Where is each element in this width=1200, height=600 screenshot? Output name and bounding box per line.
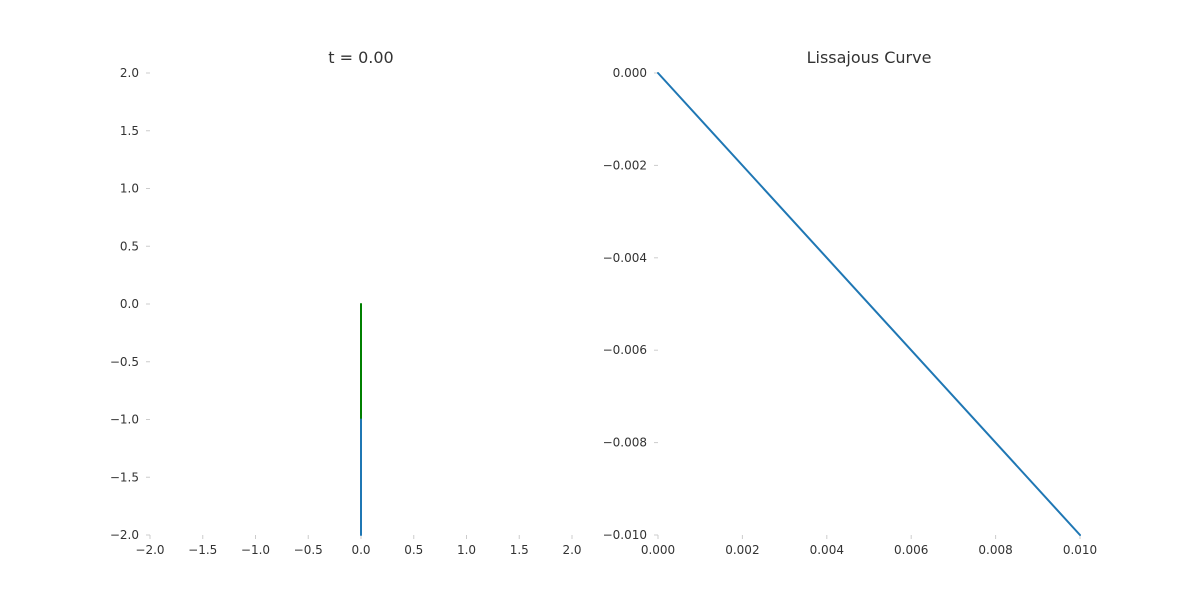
pendulum-x-tick-label: 2.0 [562, 543, 581, 557]
pendulum-x-tick-label: −2.0 [135, 543, 164, 557]
lissajous-x-tick-label: 0.008 [978, 543, 1012, 557]
lissajous-subplot: Lissajous Curve 0.000 −0.002 −0.004 −0.006 −… [603, 48, 1098, 557]
lissajous-y-tick-label: −0.010 [603, 528, 647, 542]
pendulum-subplot: t = 0.00 2.01.51.00.50.0−0.5−1.0−1.5−2.0… [110, 48, 582, 557]
pendulum-x-tick-label: 0.5 [404, 543, 423, 557]
lissajous-title: Lissajous Curve [807, 48, 932, 67]
lissajous-x-axis: 0.000 0.002 0.004 0.006 0.008 0.010 [641, 535, 1097, 557]
pendulum-x-tick-label: −1.5 [188, 543, 217, 557]
pendulum-x-tick-label: −1.0 [241, 543, 270, 557]
pendulum-x-tick-label: 0.0 [351, 543, 370, 557]
lissajous-y-tick-label: −0.004 [603, 251, 647, 265]
pendulum-title: t = 0.00 [328, 48, 393, 67]
lissajous-x-tick-label: 0.006 [894, 543, 928, 557]
lissajous-y-axis: 0.000 −0.002 −0.004 −0.006 −0.008 −0.010 [603, 66, 658, 542]
pendulum-x-tick-label: 1.5 [510, 543, 529, 557]
pendulum-y-tick-label: −0.5 [110, 355, 139, 369]
pendulum-x-tick-label: 1.0 [457, 543, 476, 557]
pendulum-x-tick-label: −0.5 [294, 543, 323, 557]
pendulum-x-axis: −2.0 −1.5 −1.0 −0.5 0.0 0.5 1.0 1.5 2.0 [135, 535, 582, 557]
lissajous-y-tick-label: 0.000 [613, 66, 647, 80]
pendulum-y-tick-label: 1.5 [120, 124, 139, 138]
pendulum-y-tick-label: 0.5 [120, 239, 139, 253]
lissajous-y-tick-label: −0.008 [603, 436, 647, 450]
pendulum-y-tick-label: 1.0 [120, 182, 139, 196]
pendulum-y-tick-label: −2.0 [110, 528, 139, 542]
pendulum-y-axis: 2.0 1.5 1.0 0.5 0.0 −0.5 −1.0 −1.5 −2.0 [110, 66, 150, 542]
pendulum-y-tick-label: −1.0 [110, 413, 139, 427]
lissajous-series-line-0 [657, 72, 1081, 536]
lissajous-x-tick-label: 0.010 [1063, 543, 1097, 557]
pendulum-y-tick-label: 0.0 [120, 297, 139, 311]
lissajous-x-tick-label: 0.000 [641, 543, 675, 557]
lissajous-y-tick-label: −0.002 [603, 158, 647, 172]
lissajous-series [657, 72, 1081, 536]
lissajous-x-tick-label: 0.002 [725, 543, 759, 557]
lissajous-y-tick-label: −0.006 [603, 343, 647, 357]
pendulum-y-tick-label: 2.0 [120, 66, 139, 80]
pendulum-y-tick-label: −1.5 [110, 470, 139, 484]
lissajous-x-tick-label: 0.004 [810, 543, 844, 557]
